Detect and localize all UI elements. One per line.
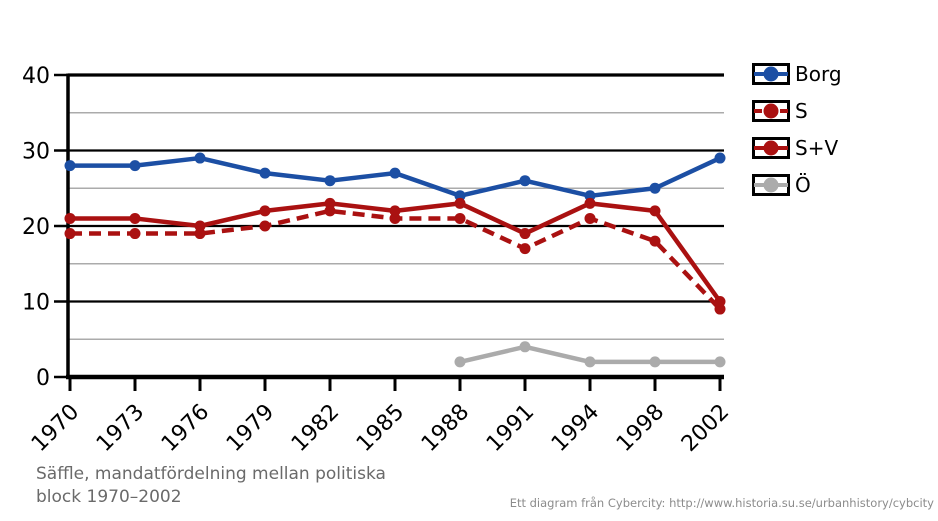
data-point-borg-1982 <box>324 175 336 187</box>
data-point-s-v-1991 <box>519 228 531 240</box>
legend-dot-series <box>763 177 779 193</box>
data-point-borg-1991 <box>519 175 531 187</box>
data-point-s-v-1979 <box>259 205 271 217</box>
data-point-series-1998 <box>649 356 661 368</box>
series-markers <box>64 152 726 368</box>
legend-marker-s <box>752 100 790 122</box>
x-tick-label: 1991 <box>482 400 539 455</box>
data-point-s-1979 <box>259 220 271 232</box>
legend-dot-borg <box>763 66 779 82</box>
data-point-s-1985 <box>389 212 401 224</box>
legend-marker-series <box>752 174 790 196</box>
x-tick-label: 1970 <box>27 400 84 455</box>
data-point-series-2002 <box>714 356 726 368</box>
x-tick-label: 1982 <box>287 400 344 455</box>
data-point-s-v-1982 <box>324 197 336 209</box>
attribution-text: Ett diagram från Cybercity: http://www.h… <box>509 496 934 510</box>
x-tick-label: 1988 <box>417 400 474 455</box>
y-axis-ticks-and-labels: 0 10 20 30 40 <box>22 64 68 391</box>
legend-marker-borg <box>752 63 790 85</box>
data-point-s-2002 <box>714 303 726 315</box>
legend-item-borg: Borg <box>752 63 842 85</box>
x-axis-ticks-and-labels: 1970 1973 1976 1979 1982 1985 1988 1991 1994 1998… <box>27 377 734 455</box>
data-point-borg-1970 <box>64 160 76 172</box>
data-point-s-v-1994 <box>584 197 596 209</box>
data-point-series-1991 <box>519 341 531 353</box>
data-point-s-v-2002 <box>714 296 726 307</box>
data-point-series-1988 <box>454 356 466 368</box>
caption-line-1: Säffle, mandatfördelning mellan politisk… <box>36 464 386 484</box>
legend-item-s: S <box>752 100 842 122</box>
caption-line-2: block 1970–2002 <box>36 487 182 507</box>
data-point-borg-1988 <box>454 190 466 202</box>
y-tick-label: 40 <box>22 64 50 89</box>
data-point-s-1973 <box>129 228 141 240</box>
data-point-borg-1994 <box>584 190 596 202</box>
data-point-s-v-1976 <box>194 220 206 232</box>
x-tick-label: 2002 <box>677 400 734 455</box>
x-tick-label: 1994 <box>547 400 604 455</box>
legend-label-borg: Borg <box>795 62 842 86</box>
minor-gridlines <box>68 112 724 340</box>
x-tick-label: 1998 <box>612 400 669 455</box>
data-point-s-1976 <box>194 228 206 240</box>
x-tick-label: 1973 <box>92 400 149 455</box>
data-point-s-v-1985 <box>389 205 401 217</box>
y-tick-label: 30 <box>22 140 50 165</box>
data-point-s-1982 <box>324 205 336 217</box>
data-point-borg-1979 <box>259 167 271 179</box>
legend-item-s-v: S+V <box>752 137 842 159</box>
x-tick-label: 1976 <box>157 400 214 455</box>
data-point-borg-2002 <box>714 152 726 164</box>
data-point-borg-1985 <box>389 167 401 179</box>
legend: Borg S S+V Ö <box>752 63 842 196</box>
data-point-s-1991 <box>519 243 531 255</box>
data-point-series-1994 <box>584 356 596 368</box>
x-tick-label: 1985 <box>352 400 409 455</box>
legend-item-series: Ö <box>752 174 842 196</box>
legend-dot-s-v <box>763 140 779 156</box>
legend-dot-s <box>763 103 779 119</box>
data-point-borg-1976 <box>194 152 206 164</box>
legend-label-s-v: S+V <box>795 136 839 160</box>
data-point-borg-1973 <box>129 160 141 172</box>
y-tick-label: 0 <box>36 366 50 391</box>
legend-label-series: Ö <box>795 173 811 197</box>
data-point-s-1998 <box>649 235 661 247</box>
data-point-s-1994 <box>584 212 596 224</box>
data-point-s-1970 <box>64 228 76 240</box>
y-tick-label: 10 <box>22 291 50 316</box>
data-point-s-1988 <box>454 212 466 224</box>
data-point-s-v-1998 <box>649 205 661 217</box>
legend-marker-s-v <box>752 137 790 159</box>
data-point-s-v-1973 <box>129 212 141 224</box>
chart-caption: Säffle, mandatfördelning mellan politisk… <box>36 463 386 509</box>
data-point-s-v-1988 <box>454 197 466 209</box>
data-point-borg-1998 <box>649 182 661 194</box>
y-tick-label: 20 <box>22 215 50 240</box>
data-point-s-v-1970 <box>64 212 76 224</box>
x-tick-label: 1979 <box>222 400 279 455</box>
legend-label-s: S <box>795 99 808 123</box>
